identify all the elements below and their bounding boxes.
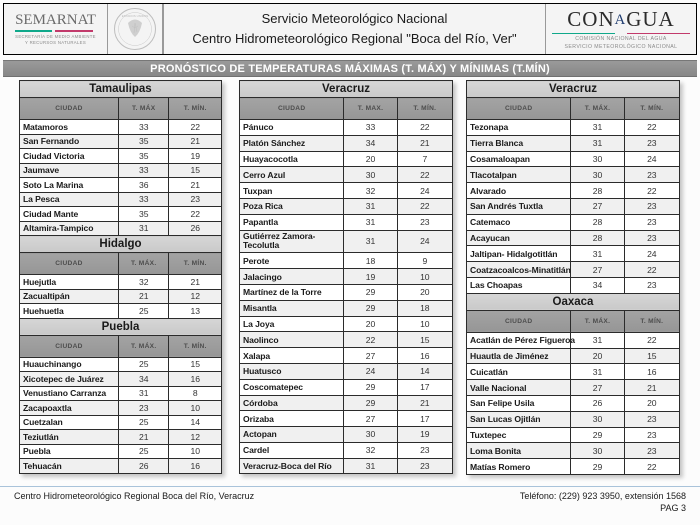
svg-text:ESTADOS UNIDOS: ESTADOS UNIDOS <box>122 14 149 18</box>
